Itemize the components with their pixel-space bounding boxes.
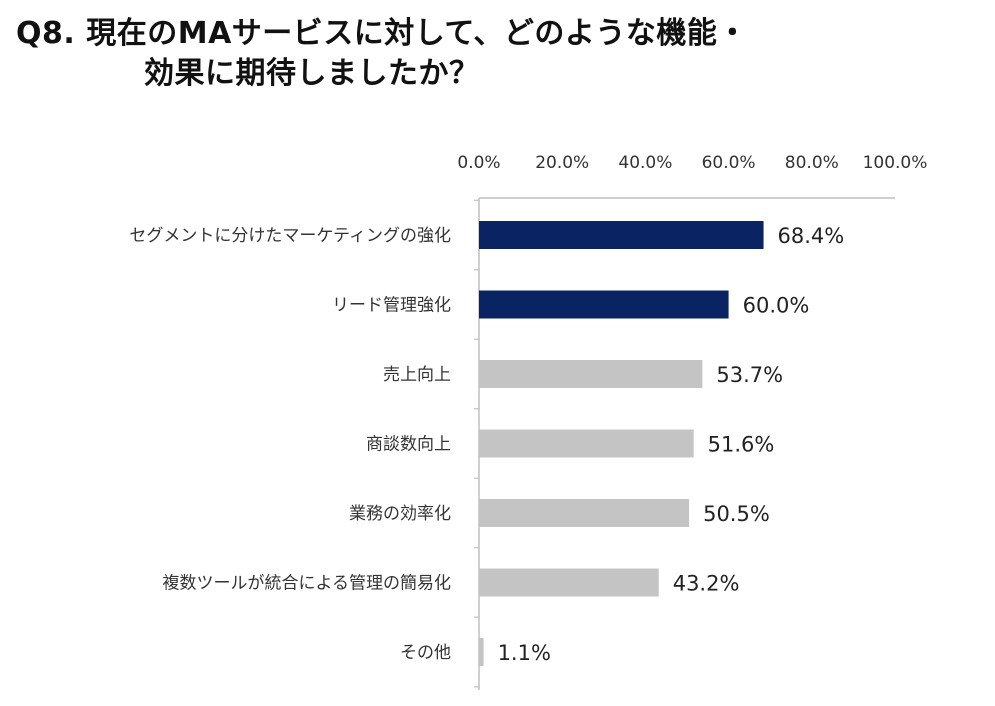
data-label: 53.7%	[716, 363, 783, 387]
x-tick-label: 60.0%	[702, 153, 756, 173]
bar	[479, 429, 694, 458]
chart-title-line1: Q8. 現在のMAサービスに対して、どのような機能・	[16, 16, 748, 51]
category-label: その他	[400, 643, 451, 663]
data-label: 1.1%	[498, 641, 551, 665]
bar	[479, 568, 659, 597]
bar	[479, 290, 729, 319]
x-tick-label: 0.0%	[457, 153, 500, 173]
category-label: リード管理強化	[332, 296, 451, 316]
x-tick-label: 20.0%	[535, 153, 589, 173]
data-label: 50.5%	[703, 502, 770, 526]
x-tick-label: 40.0%	[618, 153, 672, 173]
bar	[479, 360, 703, 388]
x-tick-label: 100.0%	[863, 153, 928, 173]
data-label: 43.2%	[673, 572, 740, 596]
bar	[479, 221, 764, 249]
category-label: 商談数向上	[366, 435, 451, 455]
chart-title-line2: 効果に期待しましたか？	[144, 56, 480, 91]
bar	[479, 638, 484, 666]
data-label: 60.0%	[743, 294, 810, 318]
category-label: 複数ツールが統合による管理の簡易化	[163, 574, 452, 594]
label-layer: 0.0% 20.0% 40.0% 60.0% 80.0% 100.0% セグメントに分けたマ…	[129, 153, 927, 665]
data-label: 51.6%	[708, 433, 775, 457]
data-label: 68.4%	[778, 224, 845, 248]
chart-title: Q8. 現在のMAサービスに対して、どのような機能・ 効果に期待しましたか？	[16, 14, 748, 94]
x-tick-label: 80.0%	[785, 153, 839, 173]
category-label: 業務の効率化	[349, 504, 451, 524]
category-label: 売上向上	[383, 365, 451, 385]
bar-series	[479, 221, 764, 666]
bar	[479, 499, 690, 527]
category-label: セグメントに分けたマーケティングの強化	[129, 226, 451, 246]
